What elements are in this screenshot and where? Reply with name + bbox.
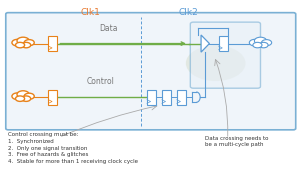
- Text: Control crossing must be:
1.  Synchronized
2.  Only one signal transition
3.  Fr: Control crossing must be: 1. Synchronize…: [8, 132, 138, 164]
- FancyBboxPatch shape: [162, 90, 171, 105]
- Text: Data: Data: [99, 24, 117, 33]
- Text: Control: Control: [87, 77, 115, 86]
- Polygon shape: [201, 35, 209, 52]
- Circle shape: [22, 96, 31, 101]
- Circle shape: [24, 40, 34, 46]
- Circle shape: [186, 45, 246, 81]
- Circle shape: [17, 37, 29, 44]
- FancyBboxPatch shape: [147, 90, 156, 105]
- Text: Clk2: Clk2: [179, 8, 199, 17]
- FancyBboxPatch shape: [190, 22, 260, 88]
- Circle shape: [249, 39, 260, 46]
- FancyBboxPatch shape: [219, 36, 228, 51]
- FancyBboxPatch shape: [49, 36, 57, 51]
- Circle shape: [12, 93, 23, 100]
- FancyBboxPatch shape: [177, 90, 186, 105]
- Circle shape: [262, 40, 272, 46]
- Circle shape: [16, 42, 25, 48]
- FancyBboxPatch shape: [49, 90, 57, 105]
- Text: Data crossing needs to
be a multi-cycle path: Data crossing needs to be a multi-cycle …: [205, 136, 269, 147]
- Circle shape: [24, 93, 34, 99]
- FancyBboxPatch shape: [6, 13, 296, 130]
- Circle shape: [17, 91, 29, 98]
- Circle shape: [254, 37, 267, 44]
- Circle shape: [259, 42, 268, 48]
- Circle shape: [22, 42, 31, 48]
- Circle shape: [253, 42, 262, 48]
- Circle shape: [12, 39, 23, 46]
- Circle shape: [16, 96, 25, 101]
- Text: Clk1: Clk1: [80, 8, 100, 17]
